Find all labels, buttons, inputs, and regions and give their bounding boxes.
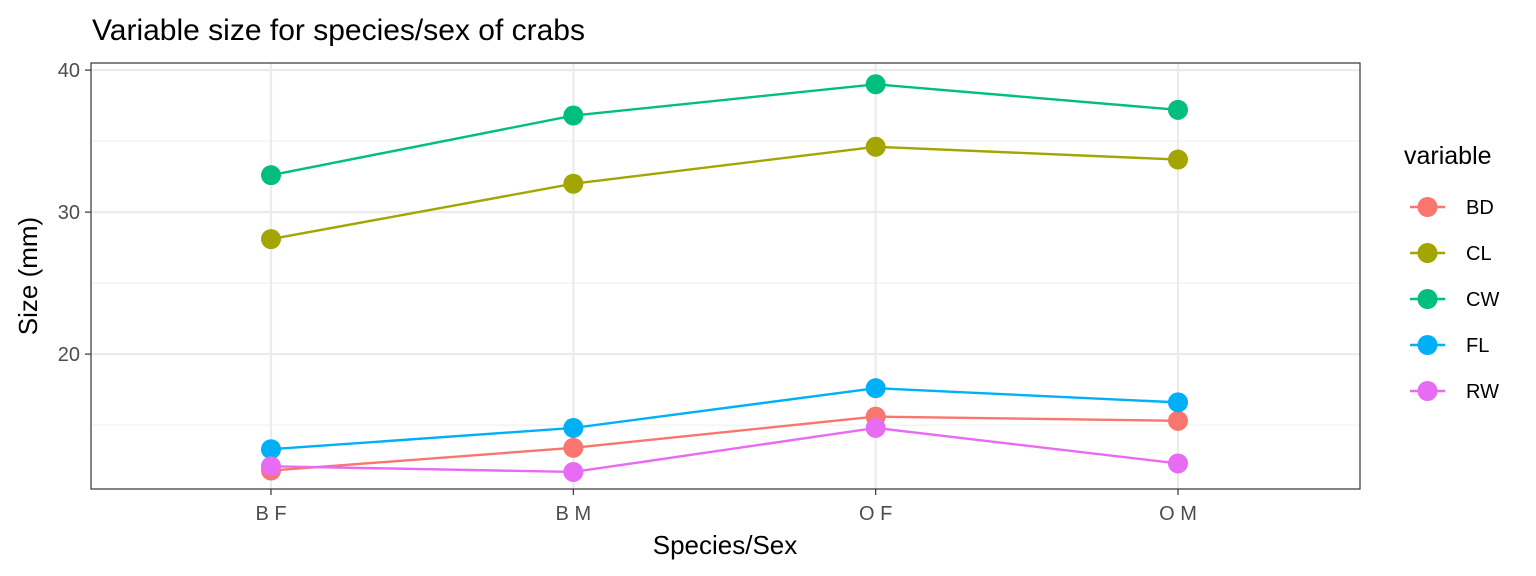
legend-label: BD: [1466, 197, 1494, 219]
data-point-fl: [1167, 392, 1188, 413]
legend-key-point: [1417, 197, 1438, 217]
data-point-cw: [563, 105, 584, 126]
grid-minor: [91, 140, 1360, 426]
series-line-cw: [270, 83, 1179, 177]
data-point-rw: [261, 456, 281, 477]
series-line-fl: [270, 386, 1179, 451]
plot-panel-border: [90, 62, 1361, 490]
data-point-fl: [261, 439, 281, 460]
y-tick-label: 40: [58, 60, 80, 82]
data-point-bd: [563, 437, 584, 458]
legend-key-point: [1417, 335, 1438, 355]
data-point-rw: [563, 461, 584, 482]
y-tick-label: 30: [58, 202, 80, 224]
legend-label: FL: [1466, 335, 1489, 357]
legend-label: CW: [1466, 289, 1499, 311]
series-layer: [261, 74, 1188, 482]
x-axis-title: Species/Sex: [653, 530, 798, 560]
x-tick-label: O F: [859, 503, 892, 525]
legend-label: CL: [1466, 243, 1492, 265]
x-tick-label: O M: [1159, 503, 1197, 525]
data-point-cw: [261, 165, 281, 186]
x-tick-label: B M: [556, 503, 592, 525]
data-point-rw: [1167, 453, 1188, 474]
data-point-cl: [563, 173, 584, 194]
data-point-fl: [865, 378, 886, 399]
data-point-cl: [261, 229, 281, 250]
series-line-cl: [270, 145, 1179, 241]
y-axis-title: Size (mm): [13, 217, 43, 335]
legend-key-point: [1417, 289, 1438, 309]
data-point-cl: [1167, 149, 1188, 170]
legend-items: BD CL CW FL RW: [1410, 197, 1499, 403]
y-tick-label: 20: [58, 344, 80, 366]
legend-label: RW: [1466, 381, 1499, 403]
data-point-fl: [563, 417, 584, 438]
legend: variable BD CL CW FL RW: [1404, 142, 1499, 403]
legend-key-point: [1417, 243, 1438, 263]
chart-title: Variable size for species/sex of crabs: [92, 14, 585, 47]
legend-title: variable: [1404, 142, 1492, 170]
x-tick-label: B F: [255, 503, 286, 525]
series-line-bd: [270, 415, 1179, 472]
y-axis: 20 30 40: [58, 60, 91, 366]
data-point-rw: [865, 417, 886, 438]
series-line-rw: [270, 426, 1179, 474]
data-point-cw: [865, 74, 886, 95]
data-point-cl: [865, 136, 886, 157]
data-point-cw: [1167, 99, 1188, 120]
legend-key-point: [1417, 381, 1438, 401]
data-point-bd: [1167, 410, 1188, 431]
